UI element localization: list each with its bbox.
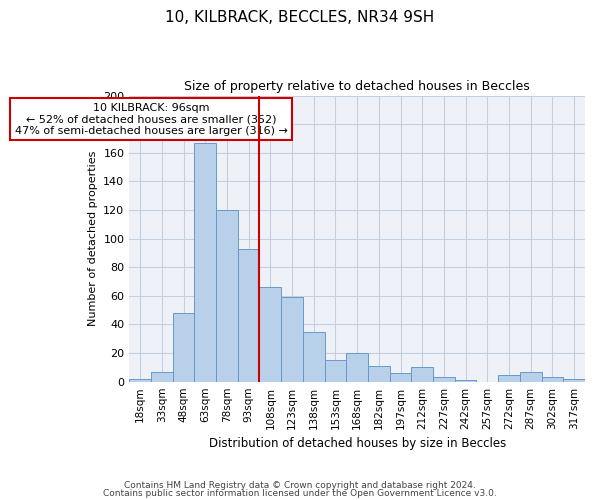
X-axis label: Distribution of detached houses by size in Beccles: Distribution of detached houses by size … bbox=[209, 437, 506, 450]
Bar bbox=[389, 373, 412, 382]
Bar bbox=[455, 380, 476, 382]
Bar bbox=[129, 379, 151, 382]
Bar bbox=[173, 313, 194, 382]
Bar bbox=[151, 372, 173, 382]
Bar bbox=[216, 210, 238, 382]
Bar bbox=[238, 248, 259, 382]
Bar bbox=[412, 368, 433, 382]
Bar bbox=[194, 143, 216, 382]
Text: 10 KILBRACK: 96sqm
← 52% of detached houses are smaller (352)
47% of semi-detach: 10 KILBRACK: 96sqm ← 52% of detached hou… bbox=[14, 102, 287, 136]
Bar bbox=[303, 332, 325, 382]
Bar bbox=[563, 379, 585, 382]
Bar bbox=[433, 378, 455, 382]
Bar bbox=[346, 353, 368, 382]
Bar bbox=[281, 298, 303, 382]
Bar bbox=[498, 374, 520, 382]
Text: Contains HM Land Registry data © Crown copyright and database right 2024.: Contains HM Land Registry data © Crown c… bbox=[124, 481, 476, 490]
Text: Contains public sector information licensed under the Open Government Licence v3: Contains public sector information licen… bbox=[103, 488, 497, 498]
Bar bbox=[542, 378, 563, 382]
Text: 10, KILBRACK, BECCLES, NR34 9SH: 10, KILBRACK, BECCLES, NR34 9SH bbox=[166, 10, 434, 25]
Title: Size of property relative to detached houses in Beccles: Size of property relative to detached ho… bbox=[184, 80, 530, 93]
Bar bbox=[368, 366, 389, 382]
Y-axis label: Number of detached properties: Number of detached properties bbox=[88, 151, 98, 326]
Bar bbox=[325, 360, 346, 382]
Bar bbox=[259, 288, 281, 382]
Bar bbox=[520, 372, 542, 382]
